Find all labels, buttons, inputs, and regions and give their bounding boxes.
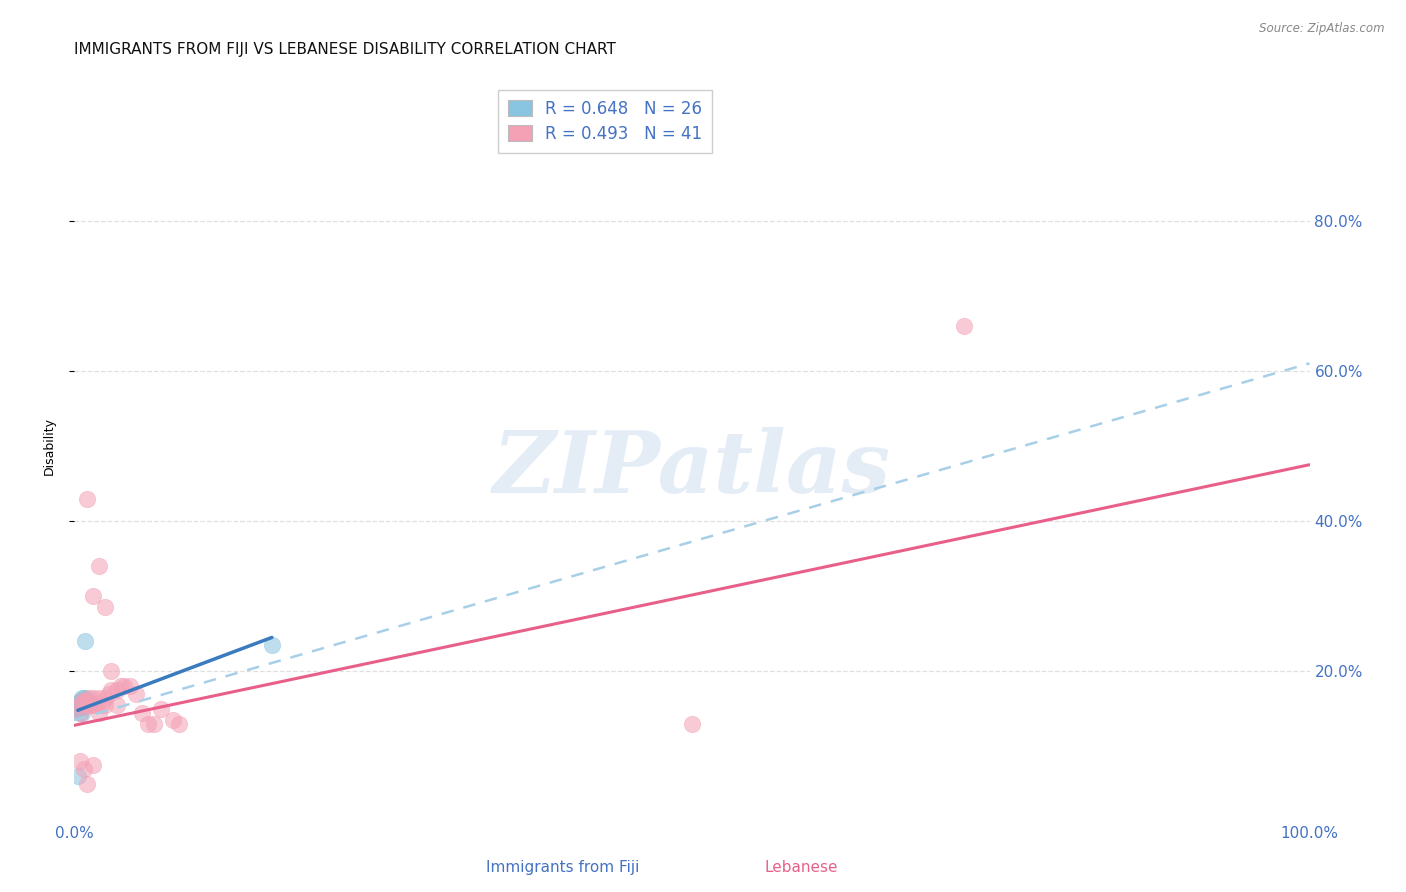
Point	[72, 698, 94, 712]
Point	[97, 687, 120, 701]
Point	[75, 634, 97, 648]
Point	[69, 698, 91, 712]
Point	[69, 694, 91, 708]
Point	[73, 690, 96, 705]
Point	[72, 698, 94, 712]
Point	[118, 679, 141, 693]
Point	[87, 559, 110, 574]
Point	[82, 589, 104, 603]
Point	[69, 706, 91, 720]
Point	[82, 758, 104, 772]
Point	[76, 698, 98, 712]
Text: ZIPatlas: ZIPatlas	[492, 426, 891, 510]
Point	[100, 665, 122, 679]
Point	[76, 491, 98, 506]
Point	[107, 683, 129, 698]
Point	[136, 716, 159, 731]
Point	[72, 694, 94, 708]
Point	[66, 702, 89, 716]
Point	[260, 638, 283, 652]
Point	[73, 762, 96, 776]
Point	[125, 687, 148, 701]
Point	[79, 698, 101, 712]
Point	[86, 698, 108, 712]
Point	[87, 690, 110, 705]
Point	[73, 694, 96, 708]
Point	[87, 706, 110, 720]
Point	[73, 698, 96, 712]
Point	[69, 698, 91, 712]
Y-axis label: Disability: Disability	[44, 417, 56, 475]
Point	[70, 694, 93, 708]
Point	[70, 706, 93, 720]
Point	[82, 698, 104, 712]
Point	[112, 679, 135, 693]
Point	[167, 716, 190, 731]
Point	[94, 690, 117, 705]
Point	[107, 698, 129, 712]
Point	[76, 694, 98, 708]
Point	[67, 698, 90, 712]
Point	[76, 698, 98, 712]
Point	[69, 702, 91, 716]
Point	[76, 698, 98, 712]
Point	[952, 318, 974, 333]
Point	[67, 698, 90, 712]
Point	[110, 679, 132, 693]
Point	[75, 690, 97, 705]
Text: Source: ZipAtlas.com: Source: ZipAtlas.com	[1260, 22, 1385, 36]
Point	[76, 777, 98, 791]
Point	[73, 698, 96, 712]
Point	[70, 690, 93, 705]
Point	[681, 716, 703, 731]
Point	[70, 698, 93, 712]
Point	[82, 690, 104, 705]
Point	[94, 600, 117, 615]
Point	[149, 702, 172, 716]
Point	[70, 694, 93, 708]
Point	[69, 755, 91, 769]
Text: Lebanese: Lebanese	[765, 861, 838, 875]
Point	[77, 690, 100, 705]
Point	[69, 698, 91, 712]
Point	[100, 683, 122, 698]
Point	[66, 702, 89, 716]
Point	[131, 706, 153, 720]
Legend: R = 0.648   N = 26, R = 0.493   N = 41: R = 0.648 N = 26, R = 0.493 N = 41	[499, 90, 713, 153]
Text: Immigrants from Fiji: Immigrants from Fiji	[485, 861, 640, 875]
Point	[162, 713, 184, 727]
Point	[143, 716, 166, 731]
Point	[69, 706, 91, 720]
Point	[90, 698, 112, 712]
Point	[94, 698, 117, 712]
Point	[77, 694, 100, 708]
Point	[66, 769, 89, 783]
Text: IMMIGRANTS FROM FIJI VS LEBANESE DISABILITY CORRELATION CHART: IMMIGRANTS FROM FIJI VS LEBANESE DISABIL…	[75, 42, 616, 57]
